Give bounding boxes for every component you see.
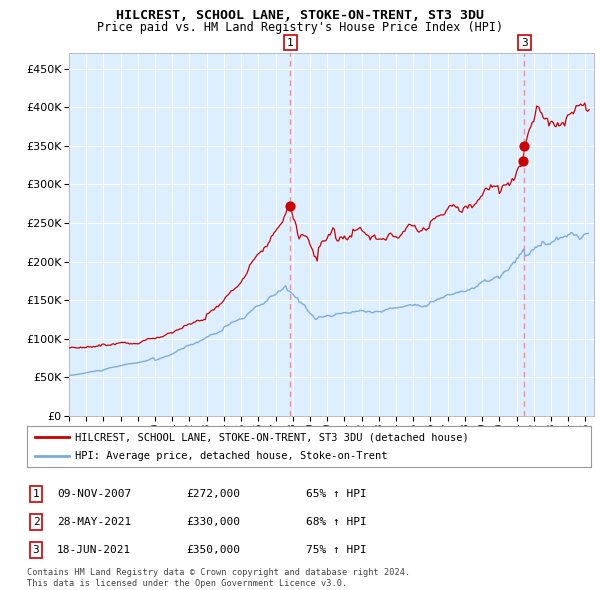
Text: HILCREST, SCHOOL LANE, STOKE-ON-TRENT, ST3 3DU: HILCREST, SCHOOL LANE, STOKE-ON-TRENT, S… <box>116 9 484 22</box>
Text: 1: 1 <box>287 38 294 48</box>
Text: HILCREST, SCHOOL LANE, STOKE-ON-TRENT, ST3 3DU (detached house): HILCREST, SCHOOL LANE, STOKE-ON-TRENT, S… <box>75 432 469 442</box>
Text: £330,000: £330,000 <box>186 517 240 527</box>
Text: 09-NOV-2007: 09-NOV-2007 <box>57 489 131 499</box>
Text: 2: 2 <box>32 517 40 527</box>
Text: Contains HM Land Registry data © Crown copyright and database right 2024.
This d: Contains HM Land Registry data © Crown c… <box>27 568 410 588</box>
Text: 28-MAY-2021: 28-MAY-2021 <box>57 517 131 527</box>
Text: £350,000: £350,000 <box>186 545 240 555</box>
Text: 65% ↑ HPI: 65% ↑ HPI <box>306 489 367 499</box>
Text: Price paid vs. HM Land Registry's House Price Index (HPI): Price paid vs. HM Land Registry's House … <box>97 21 503 34</box>
Text: 3: 3 <box>32 545 40 555</box>
Text: 3: 3 <box>521 38 528 48</box>
Text: 1: 1 <box>32 489 40 499</box>
Text: 68% ↑ HPI: 68% ↑ HPI <box>306 517 367 527</box>
Text: 18-JUN-2021: 18-JUN-2021 <box>57 545 131 555</box>
Text: HPI: Average price, detached house, Stoke-on-Trent: HPI: Average price, detached house, Stok… <box>75 451 388 461</box>
Point <box>286 201 295 211</box>
Text: £272,000: £272,000 <box>186 489 240 499</box>
Point <box>520 141 529 150</box>
Point <box>518 156 528 166</box>
Text: 75% ↑ HPI: 75% ↑ HPI <box>306 545 367 555</box>
